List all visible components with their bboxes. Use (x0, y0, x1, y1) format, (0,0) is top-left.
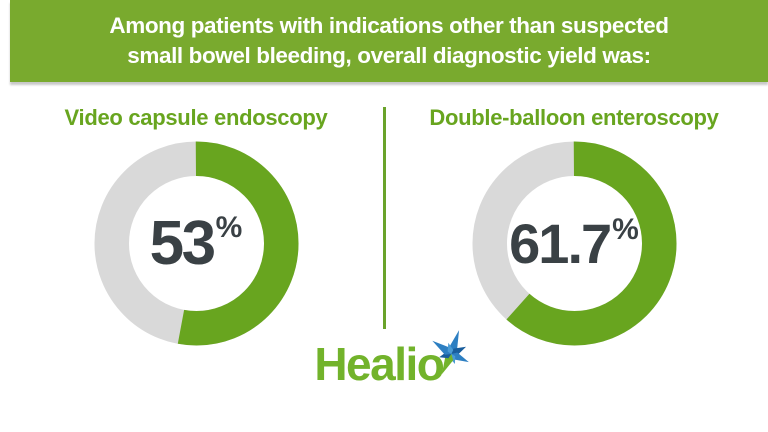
healio-logo-text: Healio (314, 338, 445, 390)
donut-value-arc (93, 141, 299, 346)
chart-panel-double-balloon: Double-balloon enteroscopy 61.7 % (387, 95, 761, 347)
header-line-2: small bowel bleeding, overall diagnostic… (127, 43, 651, 68)
vertical-divider (383, 107, 386, 329)
donut-value-number: 61.7 (509, 211, 612, 275)
header-line-1: Among patients with indications other th… (109, 13, 669, 38)
chart-title-double-balloon: Double-balloon enteroscopy (429, 105, 719, 130)
donut-svg (471, 141, 677, 346)
chart-title-video-capsule: Video capsule endoscopy (64, 105, 328, 130)
compass-star-icon (432, 330, 469, 375)
donut-chart-video-capsule: 53 % (93, 140, 300, 347)
donut-value-number: 53 (149, 208, 216, 278)
percent-sign: % (215, 210, 243, 244)
donut-center-label: 53 % (93, 140, 300, 347)
donut-value-arc (471, 141, 677, 346)
percent-sign: % (612, 212, 639, 246)
header-banner: Among patients with indications other th… (10, 0, 768, 82)
donut-center-label: 61.7 % (471, 140, 678, 347)
donut-chart-double-balloon: 61.7 % (471, 140, 678, 347)
healio-logo: Healio (314, 330, 469, 390)
chart-panel-video-capsule: Video capsule endoscopy 53 % (10, 95, 382, 347)
donut-svg (93, 141, 299, 346)
